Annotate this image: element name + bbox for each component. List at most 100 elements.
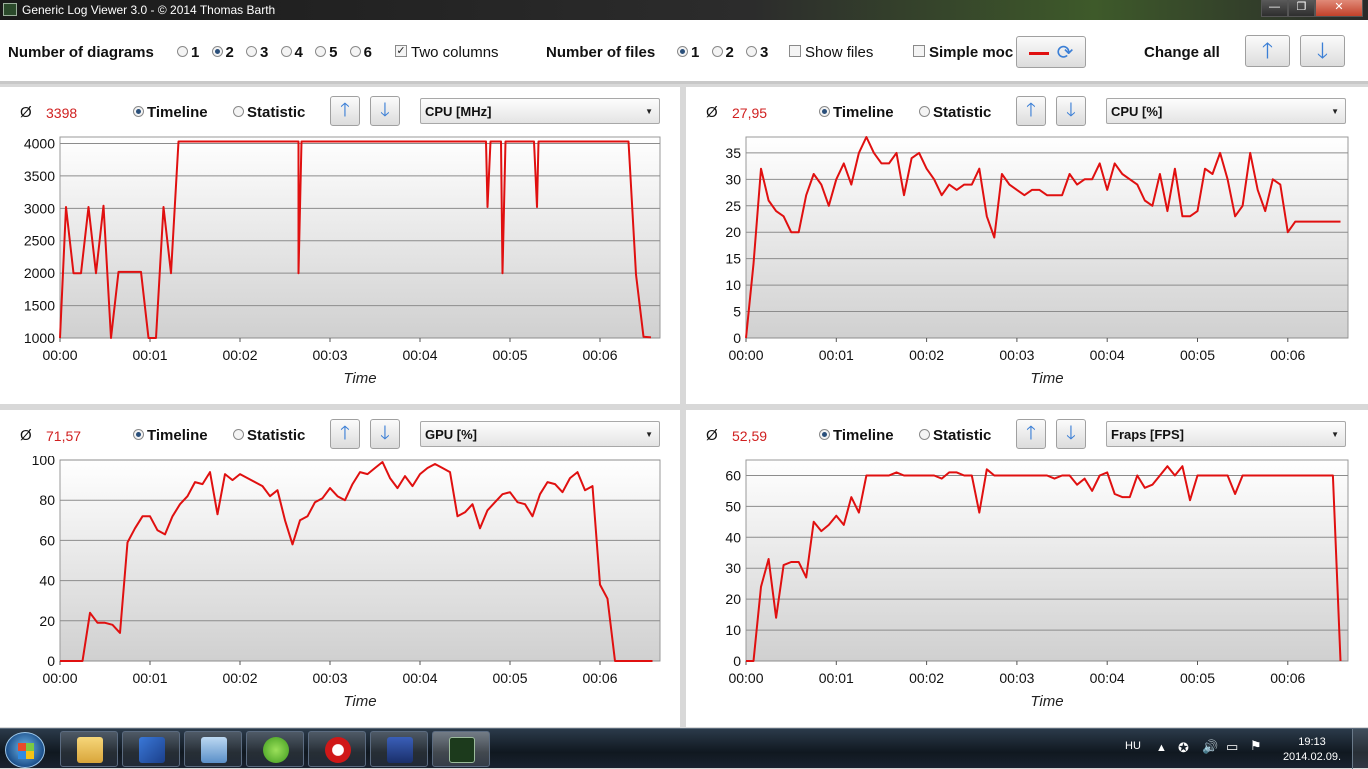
diagram-option-2[interactable]: 2	[211, 44, 234, 61]
taskbar-explorer[interactable]	[60, 731, 118, 767]
radio-icon	[711, 45, 723, 57]
x-axis-label: Time	[1030, 370, 1063, 387]
move-down-button[interactable]: 🡓	[370, 419, 400, 449]
average-symbol: Ø	[20, 104, 32, 121]
radio-icon	[246, 45, 258, 57]
move-up-button[interactable]: 🡑	[330, 96, 360, 126]
statistic-option[interactable]: Statistic	[919, 104, 991, 121]
simple-mode-checkbox[interactable]: Simple moc	[913, 44, 1015, 61]
average-value: 27,95	[732, 105, 768, 121]
move-all-up-button[interactable]: 🡑	[1245, 35, 1290, 67]
move-all-down-button[interactable]: 🡓	[1300, 35, 1345, 67]
radio-icon	[233, 105, 244, 117]
windows-logo-icon	[18, 743, 34, 759]
statistic-option[interactable]: Statistic	[233, 427, 305, 444]
move-down-button[interactable]: 🡓	[370, 96, 400, 126]
move-down-button[interactable]: 🡓	[1056, 96, 1086, 126]
two-columns-checkbox[interactable]: ✓ Two columns	[395, 44, 499, 61]
x-tick-label: 00:00	[728, 670, 763, 686]
radio-selected-icon	[819, 105, 830, 117]
file-option-3[interactable]: 3	[746, 44, 768, 61]
x-tick-label: 00:03	[999, 670, 1034, 686]
y-tick-label: 10	[725, 622, 741, 638]
timeline-option[interactable]: Timeline	[819, 104, 894, 121]
average-value: 3398	[46, 105, 78, 121]
statistic-option[interactable]: Statistic	[919, 427, 991, 444]
move-up-button[interactable]: 🡑	[1016, 96, 1046, 126]
taskbar: HU ▲ ✪ 🔊 ▭ ⚑ 19:13 2014.02.09.	[0, 728, 1368, 769]
x-tick-label: 00:06	[1270, 670, 1305, 686]
line-style-refresh-button[interactable]: ⟳	[1016, 36, 1086, 68]
diagram-options: 1 2 3 4 5 6	[177, 44, 380, 61]
chart-cpu-mhz: 1000 1500 2000 2500 3000 3500 4000 00:00 00:01 00…	[24, 135, 661, 387]
x-tick-label: 00:02	[909, 347, 944, 363]
diagram-option-4[interactable]: 4	[280, 44, 303, 61]
timeline-option[interactable]: Timeline	[133, 427, 208, 444]
radio-selected-icon	[133, 105, 144, 117]
x-tick-label: 00:02	[222, 670, 257, 686]
move-up-button[interactable]: 🡑	[330, 419, 360, 449]
taskbar-save-app[interactable]	[370, 731, 428, 767]
network-icon[interactable]: ▭	[1226, 739, 1239, 754]
arrow-down-icon: 🡓	[1066, 100, 1076, 121]
panel-header: Ø 27,95 Timeline Statistic 🡑 🡓 CPU [%] ▼	[686, 87, 1368, 133]
close-button[interactable]: ✕	[1315, 0, 1363, 17]
y-tick-label: 2500	[24, 233, 55, 249]
radio-icon	[233, 428, 244, 440]
diagram-panel-cpu-percent: Ø 27,95 Timeline Statistic 🡑 🡓 CPU [%] ▼ …	[686, 87, 1368, 404]
minimize-button[interactable]: —	[1261, 0, 1288, 17]
taskbar-opera[interactable]	[308, 731, 366, 767]
x-tick-label: 00:04	[1090, 347, 1125, 363]
start-button[interactable]	[5, 732, 45, 768]
diagram-option-1[interactable]: 1	[177, 44, 199, 61]
timeline-option[interactable]: Timeline	[133, 104, 208, 121]
x-tick-label: 00:01	[132, 670, 167, 686]
volume-icon[interactable]: 🔊	[1202, 739, 1219, 754]
metric-select[interactable]: CPU [%] ▼	[1106, 98, 1346, 124]
timeline-option[interactable]: Timeline	[819, 427, 894, 444]
show-files-checkbox[interactable]: Show files	[789, 44, 873, 61]
x-tick-label: 00:03	[312, 670, 347, 686]
arrow-up-icon: 🡑	[1026, 100, 1036, 121]
move-up-button[interactable]: 🡑	[1016, 419, 1046, 449]
file-option-2[interactable]: 2	[711, 44, 734, 61]
average-symbol: Ø	[706, 427, 718, 444]
diagram-option-3[interactable]: 3	[246, 44, 268, 61]
panel-header: Ø 52,59 Timeline Statistic 🡑 🡓 Fraps [FP…	[686, 410, 1368, 456]
y-tick-label: 3500	[24, 168, 55, 184]
metric-select[interactable]: CPU [MHz] ▼	[420, 98, 660, 124]
x-tick-label: 00:05	[492, 670, 527, 686]
x-tick-label: 00:04	[402, 347, 437, 363]
y-tick-label: 100	[32, 456, 56, 468]
radio-icon	[280, 45, 292, 57]
show-hidden-icons[interactable]: ▲	[1156, 742, 1167, 754]
utorrent-icon	[263, 737, 289, 763]
language-indicator[interactable]: HU	[1125, 740, 1141, 752]
panel-header: Ø 71,57 Timeline Statistic 🡑 🡓 GPU [%] ▼	[0, 410, 680, 456]
taskbar-utorrent[interactable]	[246, 731, 304, 767]
clock[interactable]: 19:13 2014.02.09.	[1280, 735, 1344, 765]
diagram-option-6[interactable]: 6	[349, 44, 372, 61]
num-diagrams-label: Number of diagrams	[8, 44, 154, 61]
move-down-button[interactable]: 🡓	[1056, 419, 1086, 449]
statistic-option[interactable]: Statistic	[233, 104, 305, 121]
x-tick-label: 00:04	[402, 670, 437, 686]
taskbar-control-panel[interactable]	[184, 731, 242, 767]
tray-app-icon[interactable]: ✪	[1178, 740, 1189, 755]
metric-select[interactable]: GPU [%] ▼	[420, 421, 660, 447]
windows-update-icon	[139, 737, 165, 763]
dropdown-arrow-icon: ▼	[1331, 107, 1339, 116]
action-center-flag-icon[interactable]: ⚑	[1250, 738, 1262, 753]
opera-icon	[325, 737, 351, 763]
maximize-button[interactable]: ❐	[1288, 0, 1315, 17]
diagram-option-5[interactable]: 5	[315, 44, 337, 61]
y-tick-label: 60	[39, 532, 55, 548]
metric-select[interactable]: Fraps [FPS] ▼	[1106, 421, 1346, 447]
file-option-1[interactable]: 1	[677, 44, 699, 61]
x-tick-label: 00:05	[1180, 347, 1215, 363]
taskbar-windows-update[interactable]	[122, 731, 180, 767]
average-symbol: Ø	[706, 104, 718, 121]
show-desktop-button[interactable]	[1352, 729, 1368, 769]
taskbar-log-viewer[interactable]	[432, 731, 490, 767]
x-tick-label: 00:03	[999, 347, 1034, 363]
